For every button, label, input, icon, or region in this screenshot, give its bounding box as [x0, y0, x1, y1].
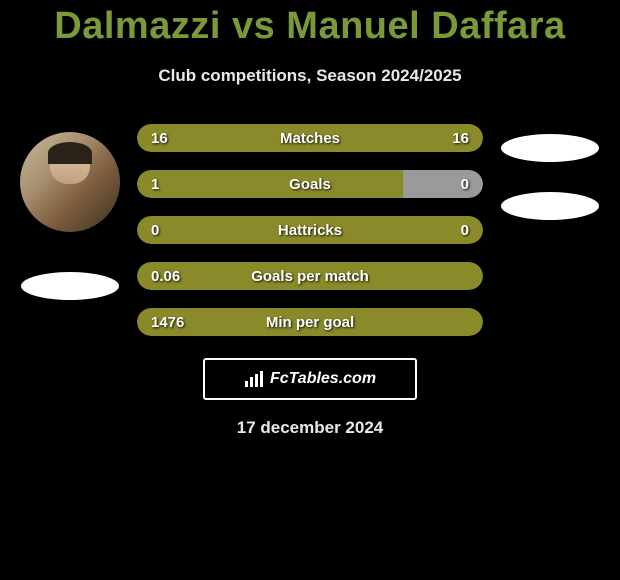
- stat-row: 1476 Min per goal: [137, 308, 483, 336]
- date-text: 17 december 2024: [0, 418, 620, 438]
- stat-label: Goals per match: [251, 268, 369, 285]
- stat-left-value: 16: [151, 130, 168, 147]
- stat-left-value: 0: [151, 222, 159, 239]
- stat-left-value: 1476: [151, 314, 184, 331]
- subtitle: Club competitions, Season 2024/2025: [0, 66, 620, 86]
- stat-right-value: 0: [461, 222, 469, 239]
- stat-row: 1 Goals 0: [137, 170, 483, 198]
- stat-right-value: 16: [452, 130, 469, 147]
- stats-list: 16 Matches 16 1 Goals 0 0 Hattricks 0 0.06 Goals p…: [137, 124, 483, 336]
- stat-row: 0 Hattricks 0: [137, 216, 483, 244]
- stat-row: 16 Matches 16: [137, 124, 483, 152]
- stat-label: Matches: [280, 130, 340, 147]
- comparison-card: Dalmazzi vs Manuel Daffara Club competit…: [0, 0, 620, 438]
- stat-row: 0.06 Goals per match: [137, 262, 483, 290]
- stat-left-value: 1: [151, 176, 159, 193]
- player-right-name-pill-1: [501, 134, 599, 162]
- compare-zone: 16 Matches 16 1 Goals 0 0 Hattricks 0 0.06 Goals p…: [0, 124, 620, 336]
- brand-text: FcTables.com: [270, 370, 376, 388]
- stat-label: Hattricks: [278, 222, 342, 239]
- stat-bar-right: [403, 170, 483, 198]
- player-left-column: [15, 124, 125, 300]
- player-right-column: [495, 124, 605, 220]
- chart-icon: [244, 370, 264, 388]
- player-left-avatar: [20, 132, 120, 232]
- stat-label: Min per goal: [266, 314, 354, 331]
- brand-badge[interactable]: FcTables.com: [203, 358, 417, 400]
- stat-right-value: 0: [461, 176, 469, 193]
- stat-left-value: 0.06: [151, 268, 180, 285]
- player-left-name-pill: [21, 272, 119, 300]
- stat-label: Goals: [289, 176, 331, 193]
- stat-bar-left: [137, 170, 403, 198]
- page-title: Dalmazzi vs Manuel Daffara: [0, 5, 620, 48]
- player-right-name-pill-2: [501, 192, 599, 220]
